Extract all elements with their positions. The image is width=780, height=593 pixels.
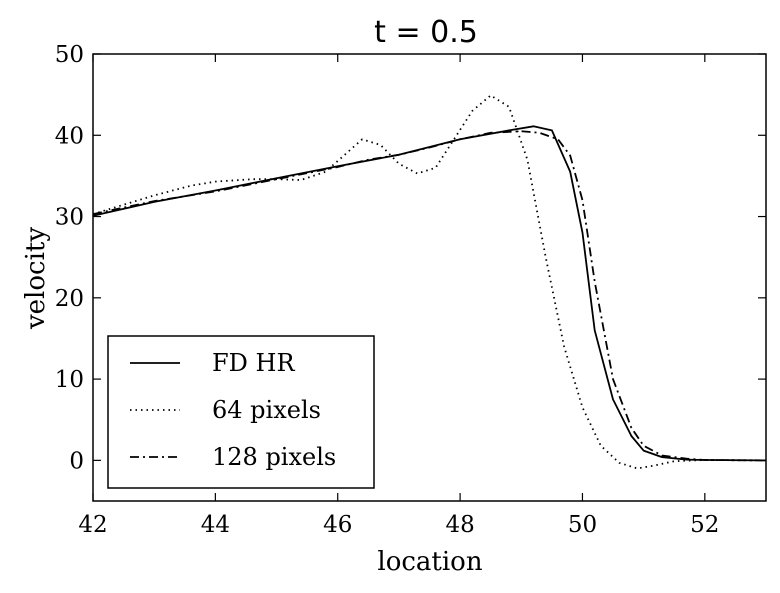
x-tick-label-4: 50 xyxy=(568,512,597,538)
legend-label-128-pixels: 128 pixels xyxy=(212,443,336,471)
x-tick-label-5: 52 xyxy=(690,512,719,538)
y-tick-label-2: 20 xyxy=(55,286,84,312)
y-tick-label-4: 40 xyxy=(55,123,84,149)
y-tick-label-5: 50 xyxy=(55,42,84,68)
y-tick-label-1: 10 xyxy=(55,367,84,393)
y-axis-label: velocity xyxy=(21,227,51,330)
plot-frame xyxy=(92,53,767,502)
legend-box xyxy=(107,335,375,489)
tick-labels: 42 44 46 48 50 52 0 10 20 30 40 50 xyxy=(55,42,720,538)
axis-ticks xyxy=(92,53,766,501)
series-line-128-pixels xyxy=(92,130,767,462)
legend-label-64-pixels: 64 pixels xyxy=(212,396,321,424)
x-tick-label-3: 48 xyxy=(445,512,474,538)
chart-title: t = 0.5 xyxy=(374,15,478,50)
legend-label-fd-hr: FD HR xyxy=(212,349,295,377)
x-axis-label: location xyxy=(377,547,482,577)
series-line-64-pixels xyxy=(92,94,767,470)
x-tick-label-2: 46 xyxy=(323,512,352,538)
x-tick-label-0: 42 xyxy=(78,512,107,538)
legend: FD HR 64 pixels 128 pixels xyxy=(107,335,375,489)
series-layer xyxy=(92,94,767,470)
y-tick-label-3: 30 xyxy=(55,205,84,231)
x-tick-label-1: 44 xyxy=(201,512,230,538)
y-tick-label-0: 0 xyxy=(69,448,84,474)
